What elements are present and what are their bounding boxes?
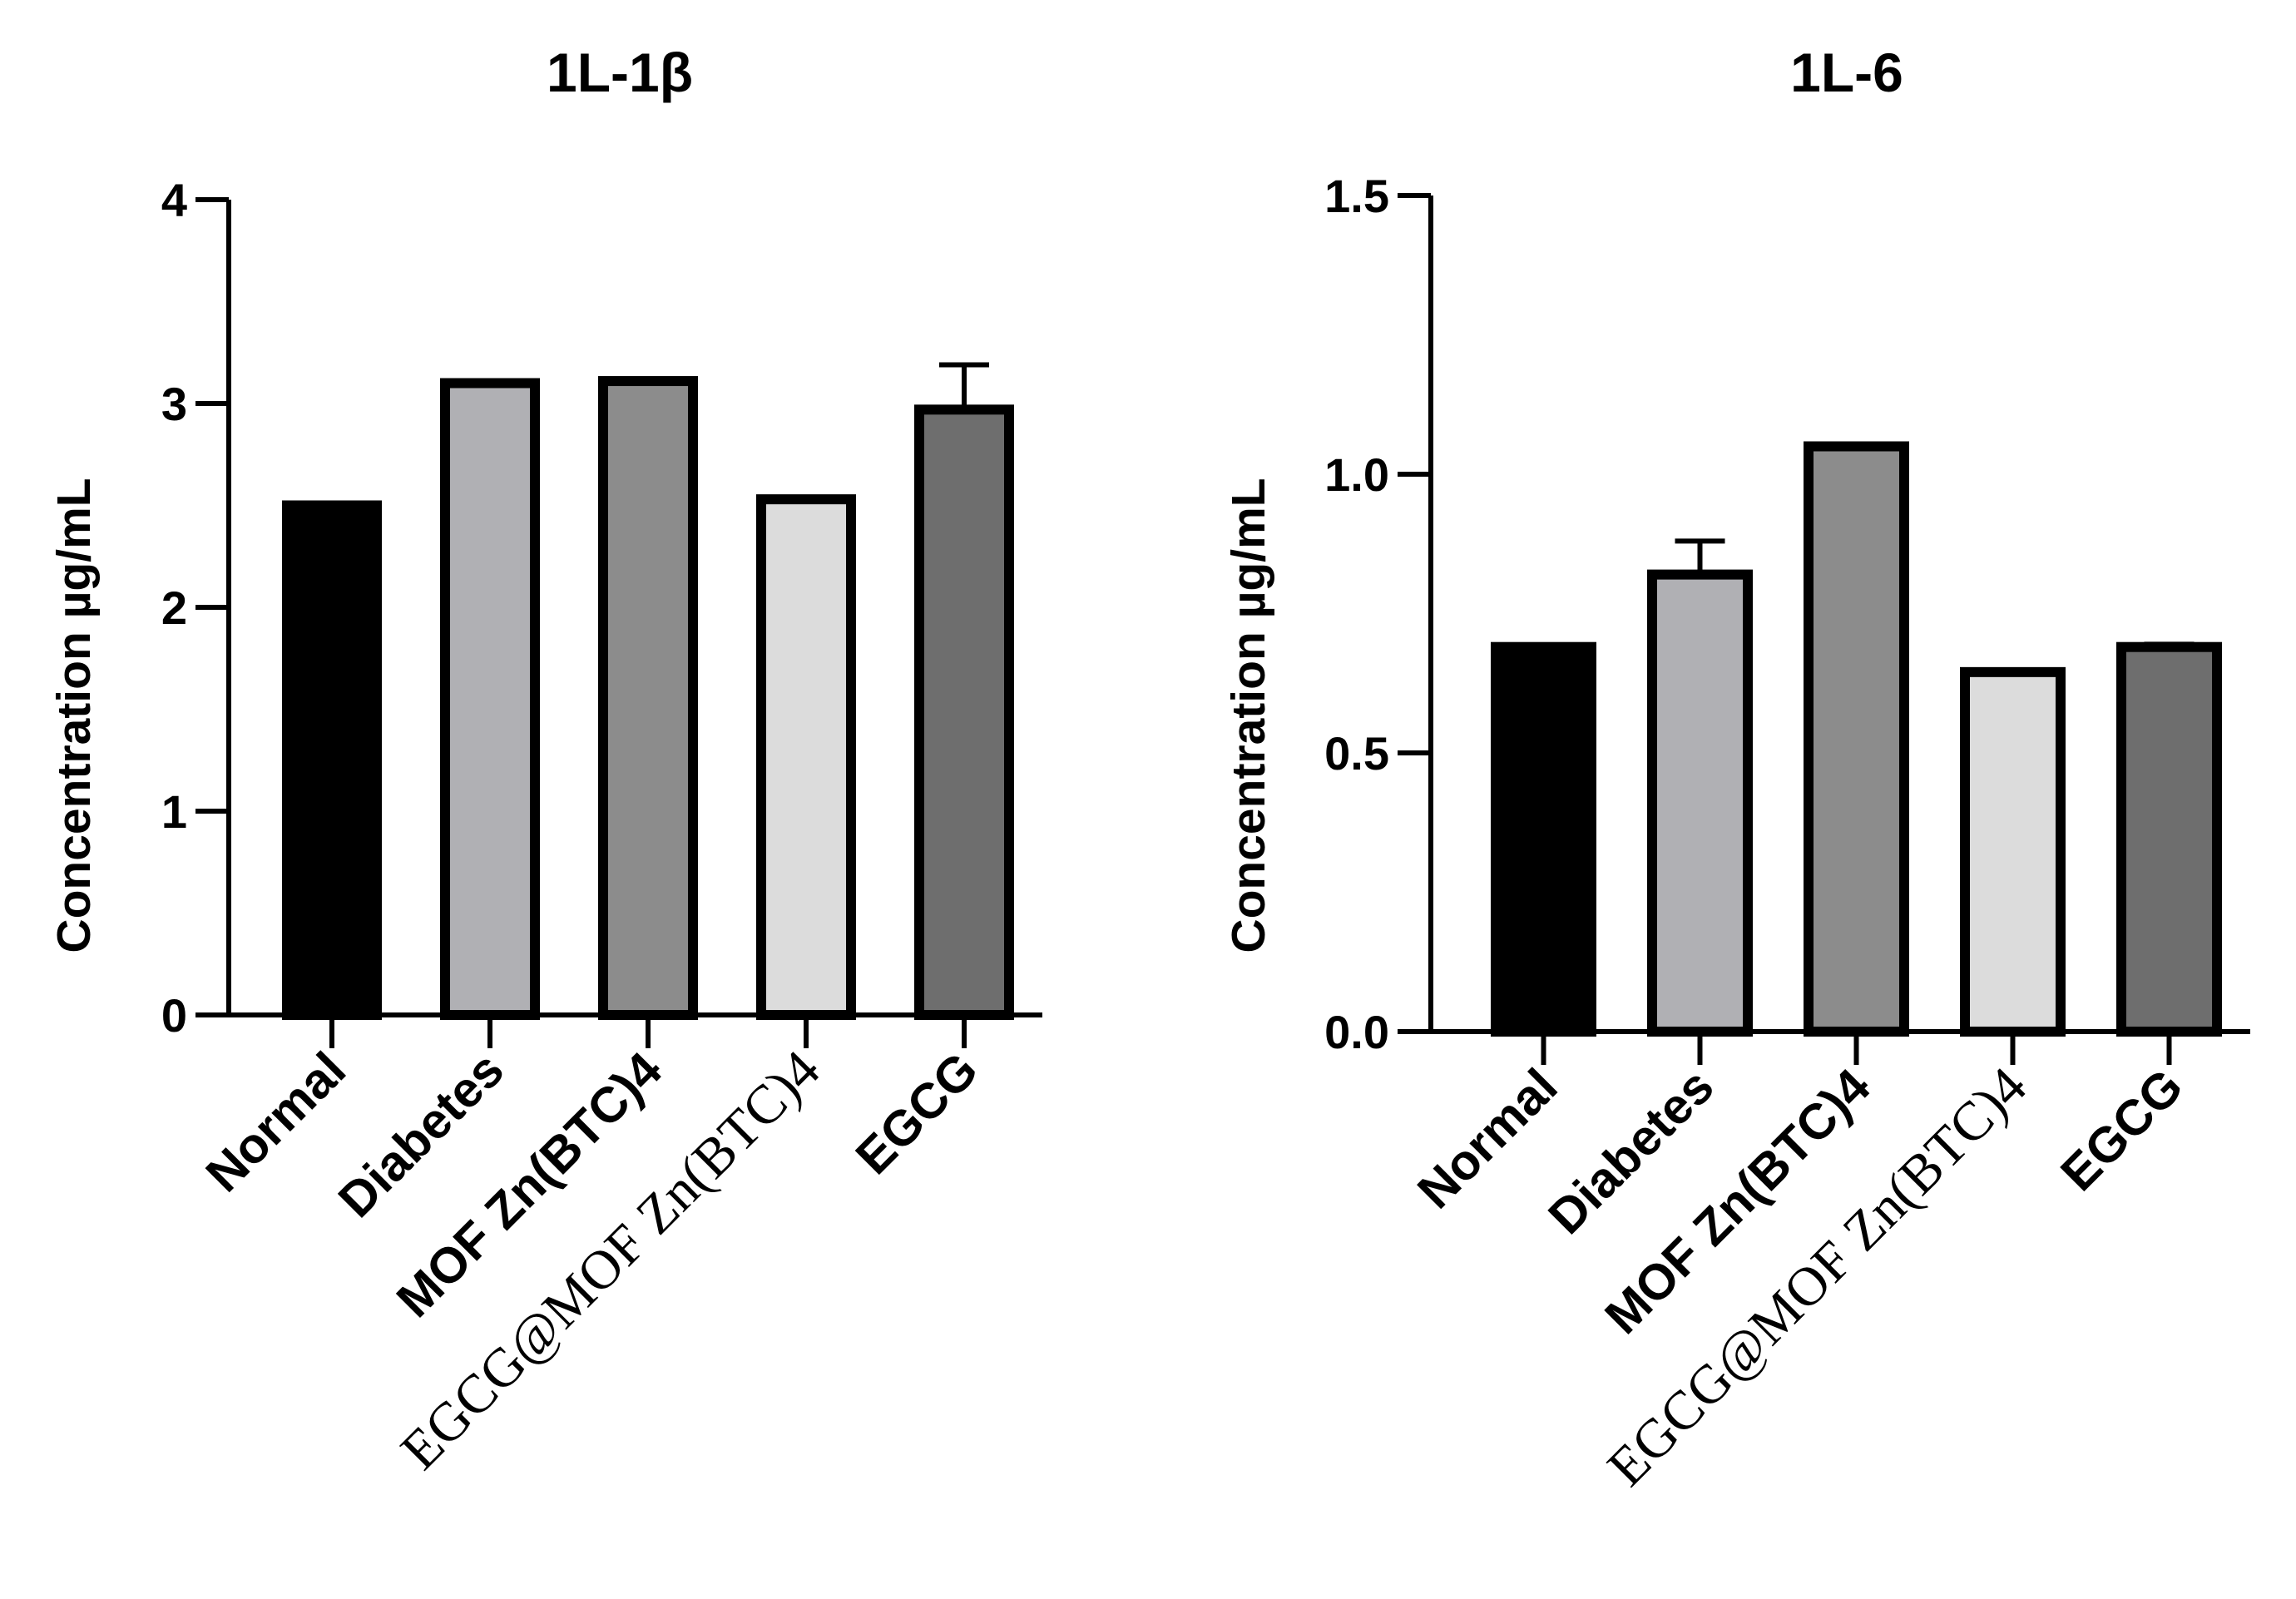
chart-panel-il6: 1L-6 Concentration µg/mL 0.0 0.5 1.0 1.5 Nor…: [1222, 42, 2250, 1498]
bar: [2116, 641, 2222, 1037]
y-tick-label: 1: [161, 785, 187, 838]
x-category-label: MOF Zn(BTC)4: [386, 1041, 673, 1328]
chart-panel-il1b: 1L-1β Concentration µg/mL 01234NormalDia…: [47, 42, 1042, 1481]
bar: [440, 378, 540, 1020]
chart-title: 1L-1β: [547, 42, 693, 103]
y-axis-label: Concentration µg/mL: [1222, 478, 1275, 953]
bar: [1960, 666, 2066, 1037]
bar: [756, 494, 856, 1020]
bar: [598, 376, 698, 1020]
bar: [1804, 441, 1909, 1037]
x-category-label: EGCG: [845, 1042, 988, 1185]
x-category-label: Normal: [1407, 1058, 1568, 1220]
y-tick-label: 4: [161, 174, 187, 226]
y-tick-label: 0.5: [1324, 727, 1389, 780]
bar: [914, 404, 1014, 1021]
y-axis-label: Concentration µg/mL: [47, 478, 101, 953]
y-tick-label: 0: [161, 989, 187, 1042]
y-tick-label: 0.0: [1324, 1006, 1389, 1058]
x-category-label: Normal: [195, 1042, 357, 1203]
x-category-label: MOF Zn(BTC)4: [1594, 1057, 1881, 1344]
bar: [282, 500, 382, 1020]
y-tick-label: 1.5: [1324, 170, 1389, 222]
y-tick-label: 3: [161, 378, 187, 430]
x-category-label: EGCG: [2050, 1058, 2193, 1201]
chart-title: 1L-6: [1790, 42, 1903, 103]
y-tick-label: 1.0: [1324, 448, 1389, 501]
bar: [1647, 569, 1753, 1037]
y-tick-label: 2: [161, 582, 187, 634]
bar: [1491, 641, 1596, 1037]
